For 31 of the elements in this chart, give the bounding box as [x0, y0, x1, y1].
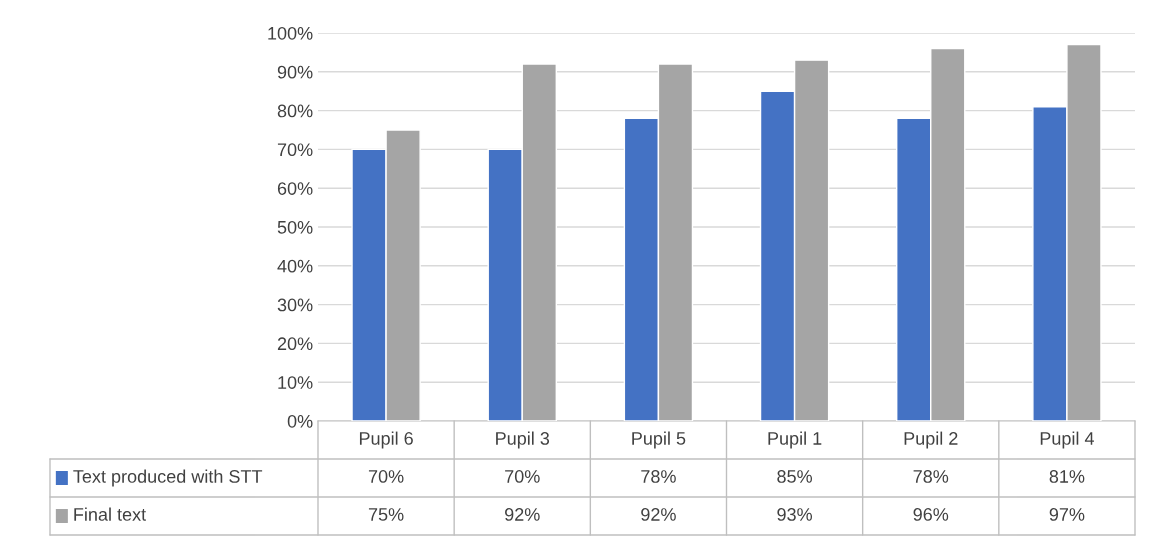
- x-tick-label: Pupil 1: [768, 431, 822, 449]
- data-label: 81%: [1049, 470, 1085, 483]
- y-tick-label: 70%: [277, 143, 313, 157]
- data-label: 70%: [505, 470, 540, 483]
- legend-label: Final text: [74, 507, 146, 521]
- y-tick-label: 80%: [277, 104, 313, 118]
- y-tick-label: 20%: [277, 337, 313, 351]
- x-tick-label: Pupil 3: [496, 431, 550, 449]
- x-tick-label: Pupil 4: [1040, 431, 1094, 449]
- data-label: 75%: [368, 508, 404, 521]
- data-label: 78%: [913, 470, 949, 483]
- data-label: 93%: [777, 508, 813, 521]
- legend-label: Text produced with STT: [73, 469, 263, 487]
- data-label: 85%: [777, 470, 813, 483]
- data-label: 78%: [641, 470, 676, 483]
- y-tick-label: 90%: [277, 65, 313, 79]
- y-tick-label: 10%: [278, 376, 313, 389]
- data-label: 92%: [505, 508, 540, 521]
- data-label: 92%: [641, 508, 676, 521]
- data-label: 97%: [1049, 508, 1085, 521]
- y-tick-label: 30%: [277, 298, 313, 312]
- y-tick-label: 40%: [277, 259, 313, 273]
- data-label: 70%: [368, 470, 404, 483]
- y-tick-label: 50%: [277, 220, 313, 234]
- data-label: 96%: [913, 508, 949, 521]
- x-tick-label: Pupil 6: [359, 431, 413, 449]
- y-tick-label: 0%: [287, 414, 313, 428]
- y-tick-label: 60%: [277, 182, 313, 195]
- x-tick-label: Pupil 2: [904, 431, 958, 449]
- x-tick-label: Pupil 5: [632, 431, 686, 449]
- y-tick-label: 100%: [268, 26, 313, 40]
